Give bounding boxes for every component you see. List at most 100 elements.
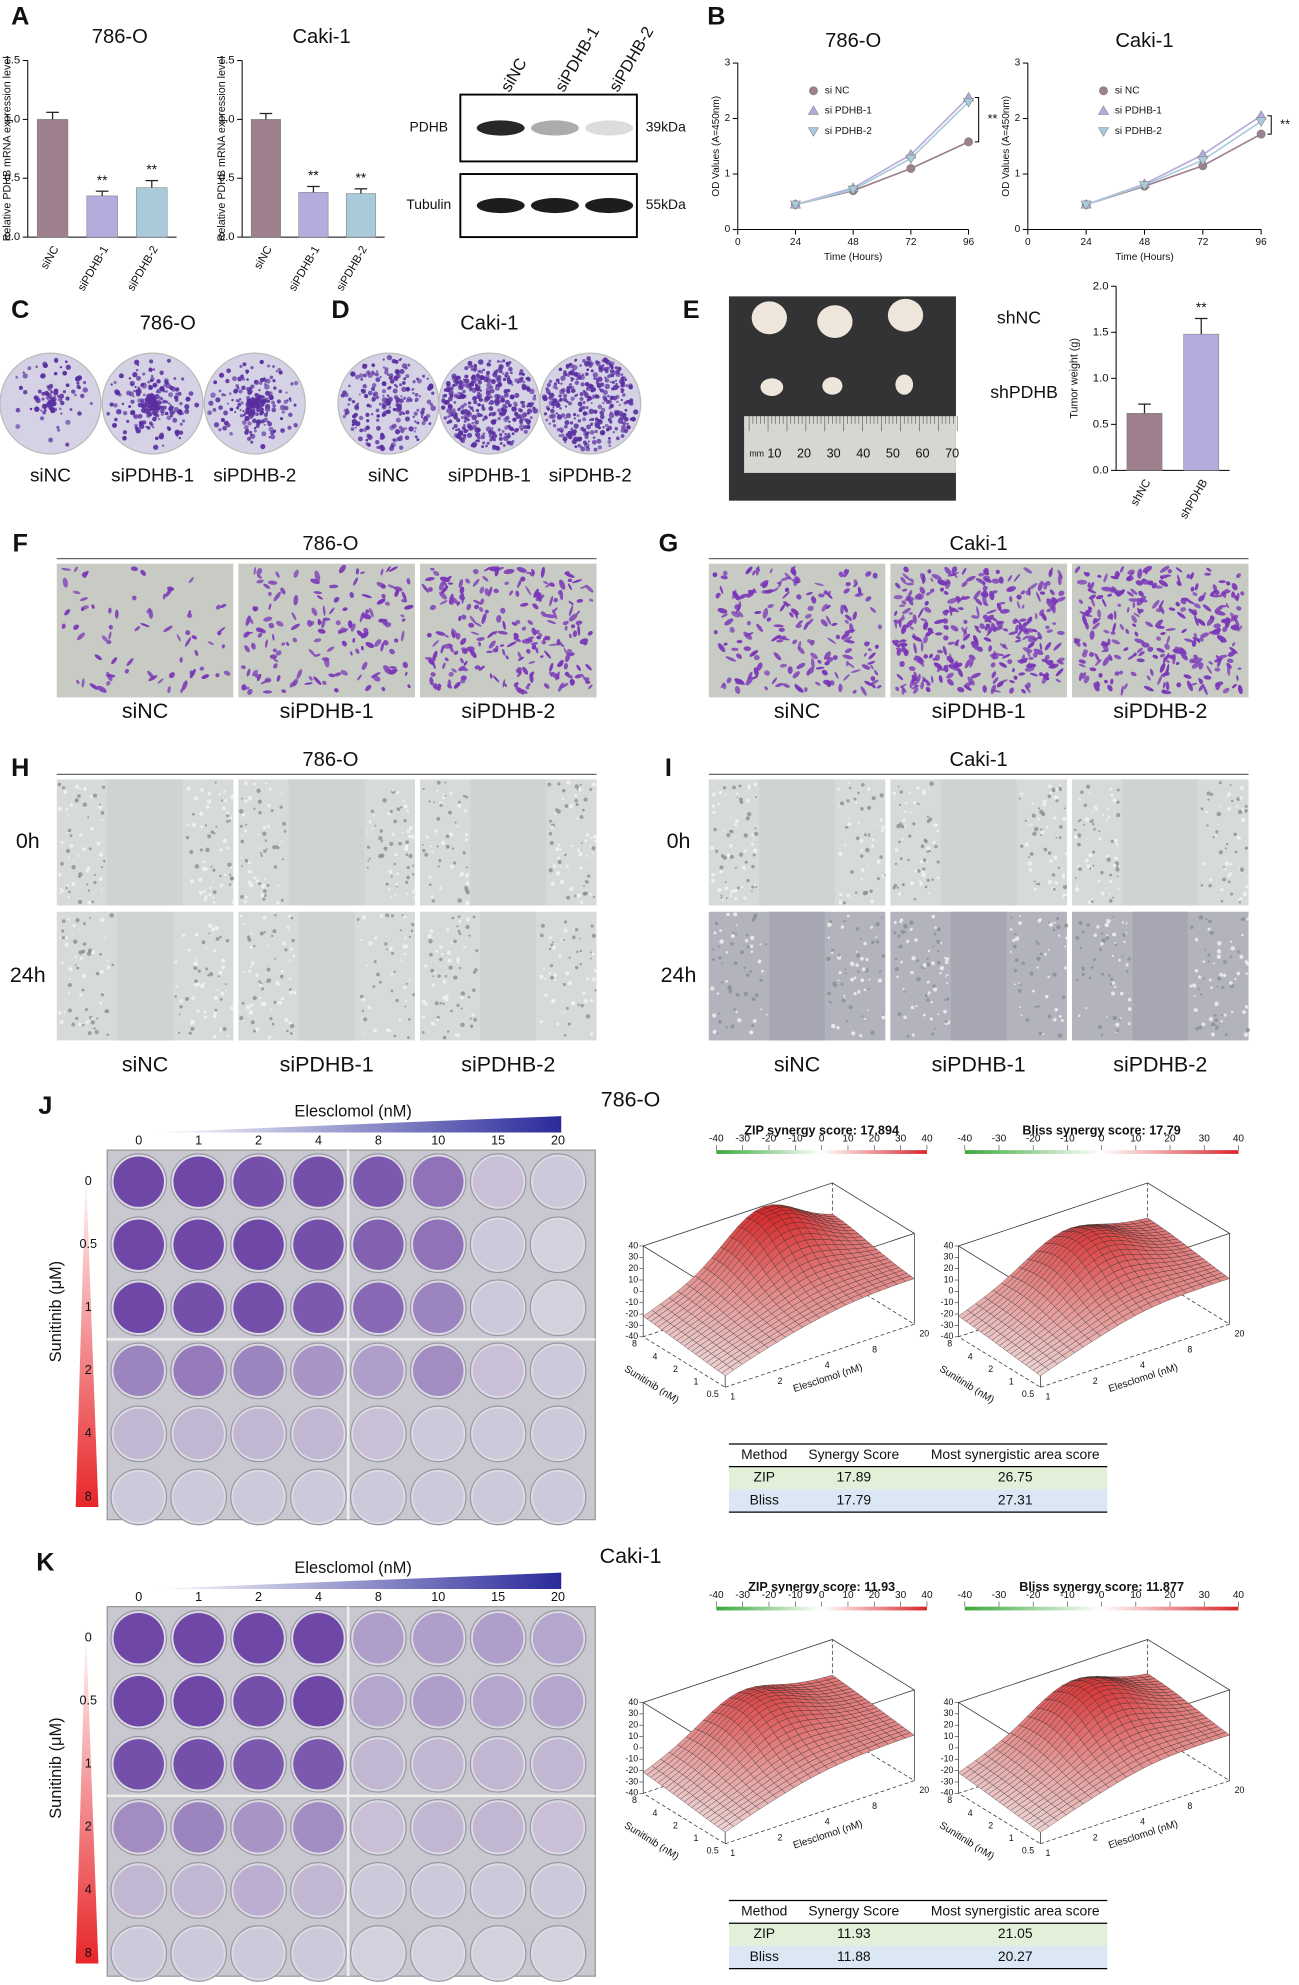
cell — [317, 628, 326, 634]
cell — [355, 568, 360, 575]
cell — [435, 949, 439, 953]
colony — [588, 408, 595, 415]
cell — [1239, 785, 1244, 791]
cell — [473, 1017, 477, 1022]
colony — [604, 383, 610, 390]
colony — [562, 393, 568, 398]
colony — [137, 398, 142, 403]
scratch-gap — [1132, 911, 1188, 1041]
legend-label: si PDHB-1 — [1115, 106, 1162, 117]
cell — [1031, 813, 1036, 818]
cell — [711, 957, 715, 961]
colony — [242, 362, 246, 366]
tumor — [760, 378, 784, 396]
cell — [828, 1000, 831, 1003]
colony — [130, 410, 136, 416]
cell — [101, 785, 106, 789]
cell — [755, 886, 758, 889]
colony — [293, 403, 297, 407]
colony — [599, 388, 604, 393]
cell — [910, 1005, 915, 1010]
cell — [273, 663, 278, 669]
cell — [1055, 787, 1059, 792]
cell — [462, 851, 466, 855]
colony — [164, 411, 169, 416]
cell — [407, 1036, 410, 1039]
cell — [1242, 1010, 1247, 1015]
cell — [936, 939, 941, 944]
colony — [609, 420, 613, 424]
colony — [532, 396, 537, 401]
cell — [223, 670, 231, 676]
colony — [56, 425, 60, 429]
tumor — [751, 301, 787, 335]
cell — [732, 785, 736, 790]
colony — [253, 429, 257, 433]
colony — [578, 436, 583, 441]
cell — [719, 865, 724, 870]
cell — [1206, 791, 1211, 796]
cell — [717, 802, 721, 806]
cell — [106, 671, 113, 682]
colony — [620, 398, 623, 402]
colony — [441, 398, 446, 404]
cell — [82, 942, 87, 946]
cell — [244, 895, 248, 899]
bar — [136, 187, 168, 238]
well-stain — [293, 1345, 344, 1397]
cell — [219, 935, 222, 939]
colony — [132, 395, 135, 398]
colony — [528, 420, 531, 423]
colony — [245, 405, 252, 412]
cell — [341, 640, 347, 647]
cell — [1089, 818, 1092, 821]
colony — [470, 367, 474, 371]
cell — [264, 878, 267, 881]
cell — [879, 793, 884, 798]
cell — [260, 854, 264, 857]
colony — [238, 389, 243, 394]
colony — [624, 417, 629, 422]
colony — [384, 367, 389, 372]
cell — [67, 828, 72, 833]
well-stain — [113, 1471, 164, 1523]
colony — [597, 376, 603, 382]
cell — [1048, 921, 1051, 924]
cell — [903, 1015, 907, 1020]
cell — [1097, 879, 1101, 883]
cell — [244, 781, 248, 785]
cell — [1085, 1007, 1088, 1010]
cell — [726, 912, 730, 917]
cell — [347, 620, 353, 629]
cell — [245, 686, 250, 690]
cell — [205, 947, 208, 950]
cell — [1114, 985, 1117, 988]
cell — [382, 665, 391, 672]
colony — [116, 408, 122, 415]
cell — [1033, 880, 1036, 883]
cell — [576, 950, 579, 954]
colony — [469, 406, 474, 411]
significance: ** — [356, 169, 367, 185]
cell — [1083, 823, 1086, 826]
cell — [393, 819, 397, 824]
colony — [371, 363, 376, 367]
colony — [573, 433, 576, 436]
cell — [733, 888, 738, 893]
colony — [237, 402, 242, 407]
colony — [499, 433, 503, 437]
cell — [1025, 1018, 1030, 1022]
cell — [1020, 844, 1024, 848]
cell — [268, 622, 275, 629]
cell — [1053, 816, 1057, 820]
marker — [1255, 117, 1267, 127]
cell — [735, 819, 740, 824]
cell — [1086, 864, 1091, 869]
well-stain — [293, 1156, 344, 1207]
colony — [601, 359, 605, 363]
colony — [23, 389, 28, 395]
colony — [114, 390, 121, 396]
cell — [931, 914, 936, 919]
colony — [126, 390, 131, 396]
cell — [393, 862, 396, 866]
